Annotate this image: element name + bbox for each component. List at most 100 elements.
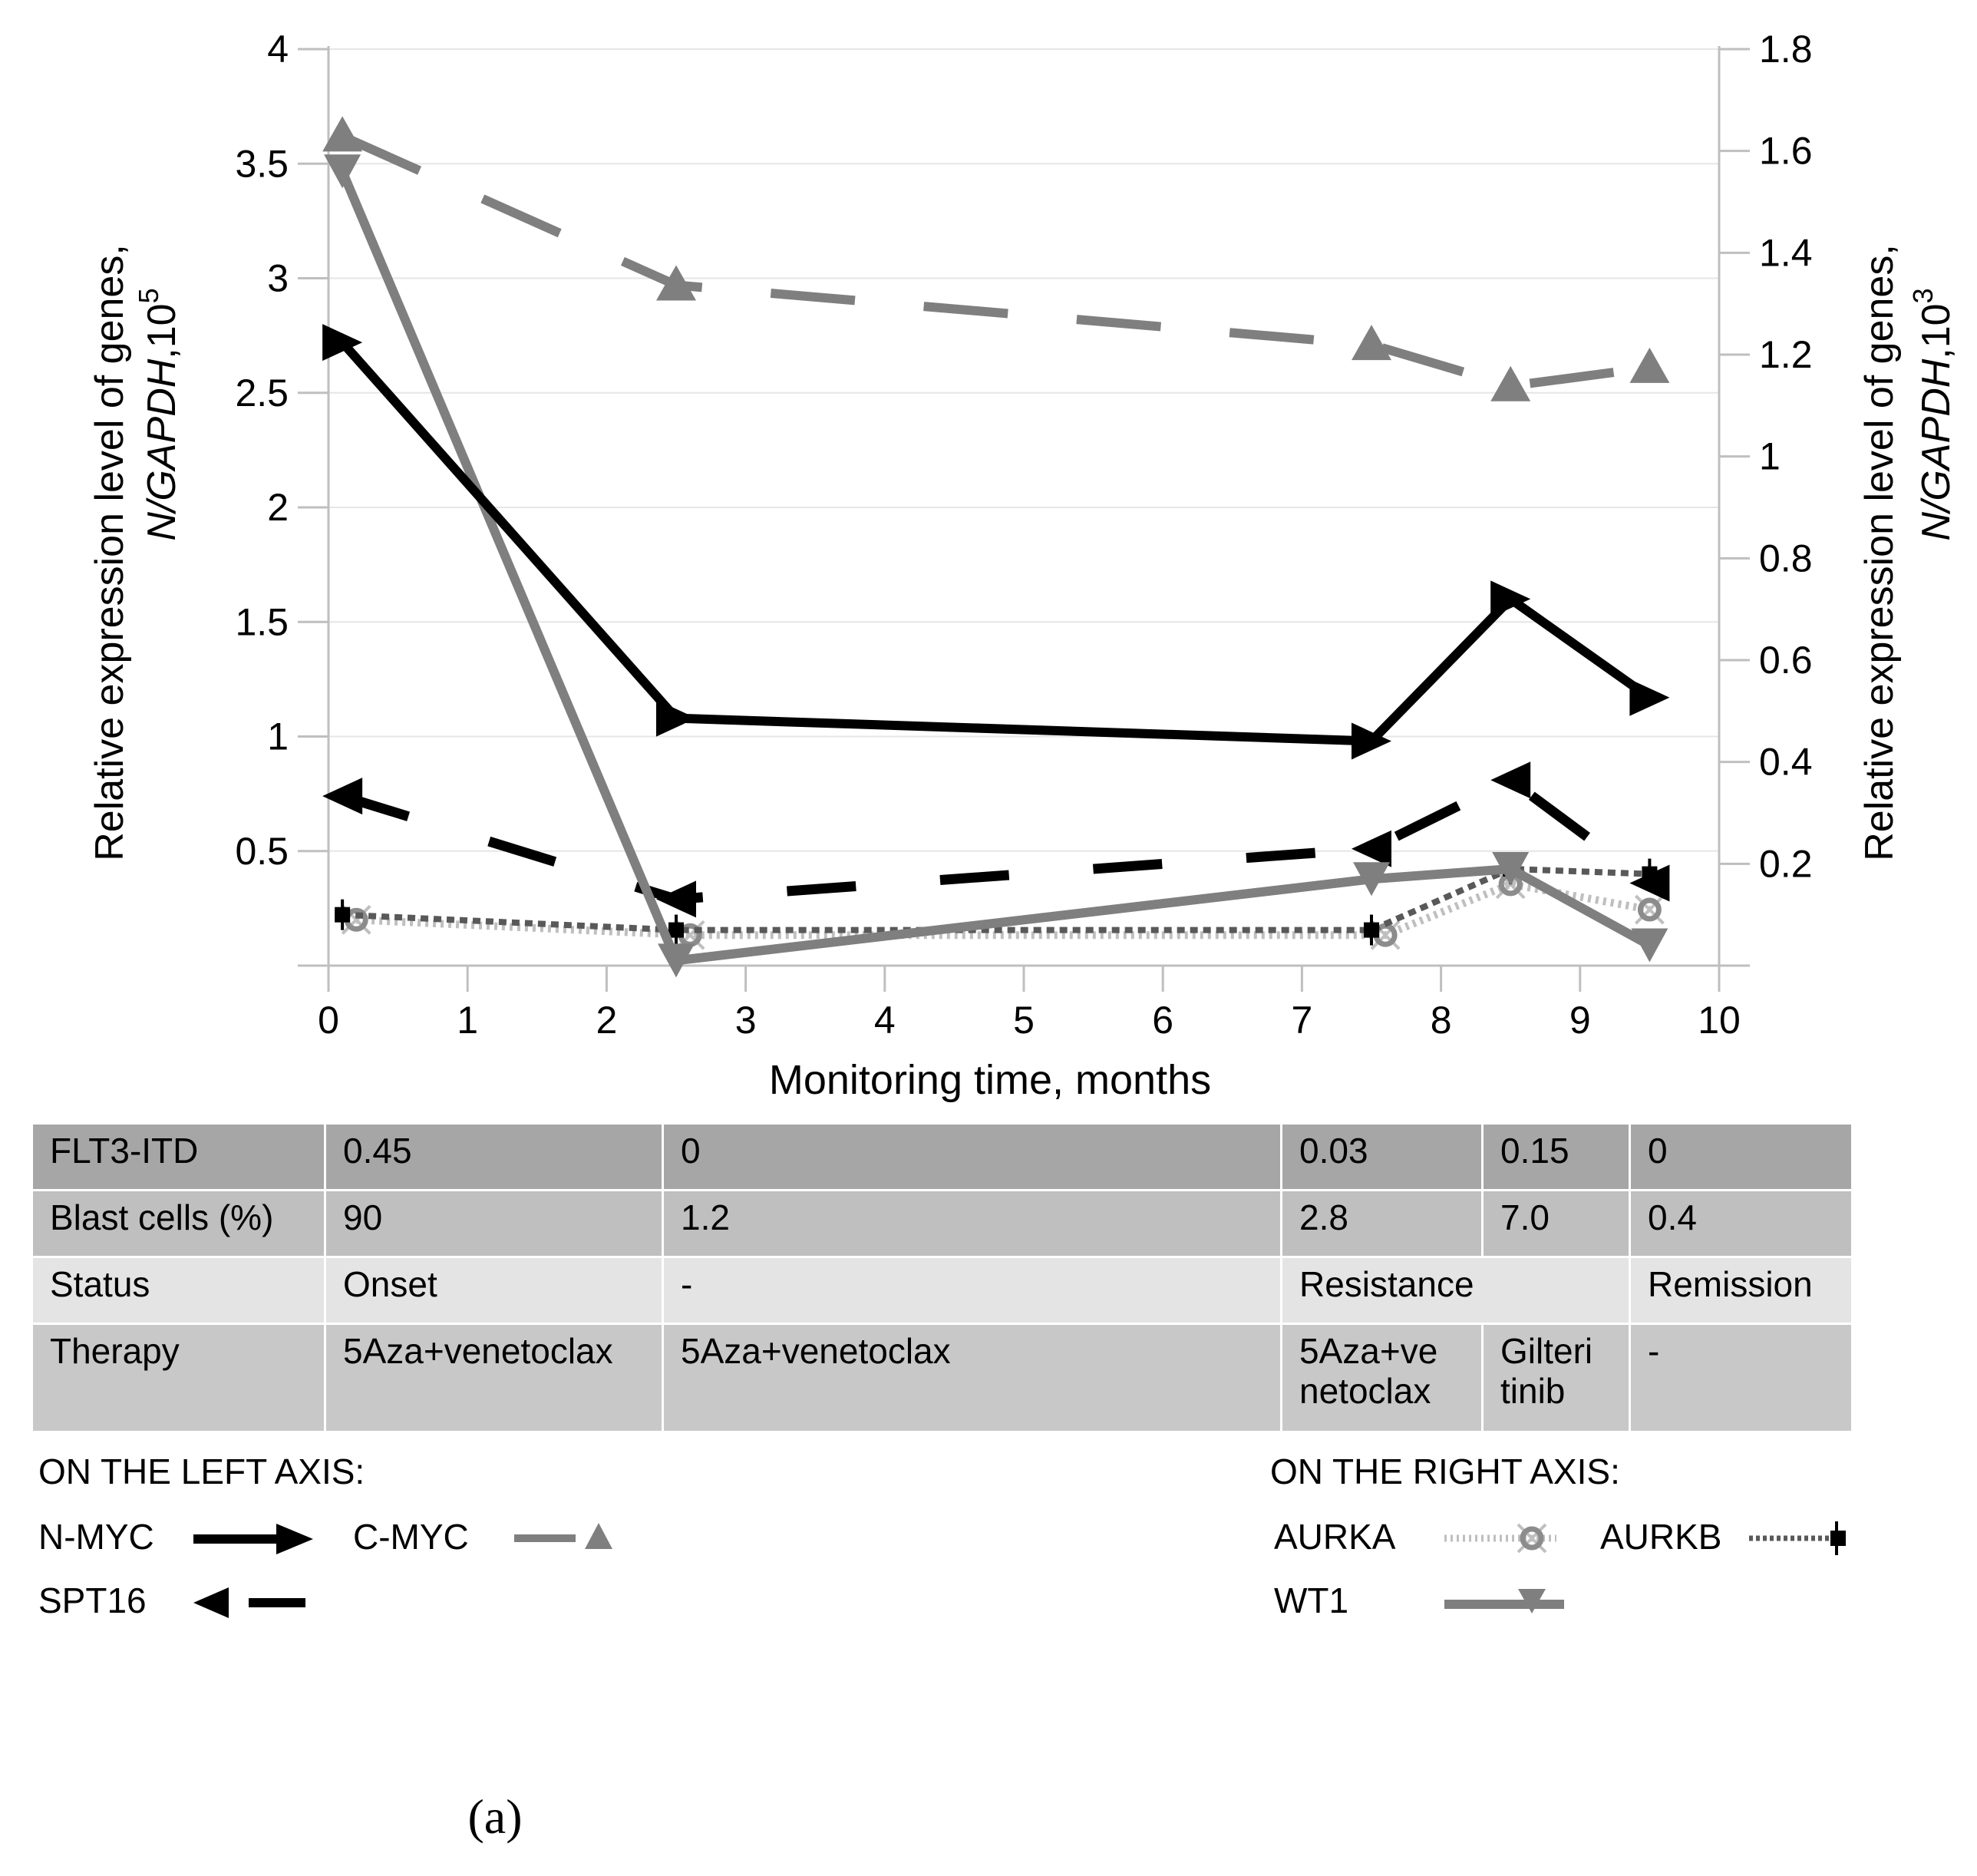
data-point-c-myc — [1352, 325, 1391, 361]
right-tick-label: 1.6 — [1759, 130, 1813, 173]
legend-symbol-c-myc — [514, 1523, 612, 1549]
x-tick-label: 10 — [1698, 999, 1741, 1042]
x-tick-label: 9 — [1569, 999, 1591, 1042]
clinical-data-table: FLT3-ITD 0.45 0 0.03 0.15 0 Blast cells … — [31, 1122, 1853, 1433]
table-cell: Onset — [324, 1256, 664, 1325]
legend-label-wt1: WT1 — [1274, 1580, 1349, 1620]
x-tick-label: 5 — [1013, 999, 1035, 1042]
table-cell: 2.8 — [1280, 1189, 1484, 1258]
series-c-myc — [322, 116, 1670, 401]
legend-symbol-aurka — [1444, 1523, 1556, 1554]
legend-left-heading: ON THE LEFT AXIS: — [38, 1452, 365, 1491]
left-tick-label: 3 — [267, 257, 289, 300]
left-tick-label: 3.5 — [235, 142, 289, 185]
data-point-cross-aurka — [341, 904, 371, 935]
x-tick-label: 6 — [1152, 999, 1173, 1042]
right-tick-label: 1.8 — [1759, 28, 1813, 71]
table-cell: 0.15 — [1481, 1122, 1631, 1191]
table-row-blast: Blast cells (%) 90 1.2 2.8 7.0 0.4 — [31, 1189, 1853, 1258]
table-cell: - — [1629, 1323, 1853, 1433]
right-tick-label: 0.6 — [1759, 639, 1813, 682]
legend-symbol-n-myc — [193, 1524, 313, 1554]
x-tick-label: 2 — [596, 999, 617, 1042]
svg-text:N/GAPDH,103: N/GAPDH,103 — [1907, 288, 1959, 540]
data-point-spt16 — [1352, 830, 1391, 867]
left-tick-label: 1.5 — [235, 600, 289, 643]
data-point-aurkb — [335, 907, 351, 923]
x-tick-label: 1 — [457, 999, 478, 1042]
data-point-wt1 — [658, 943, 695, 978]
expression-chart: 0.5 1 1.5 2 2.5 3 3.5 4 0.2 0.4 0.6 0.8 1 1.2 1.4 1.6 1… — [87, 28, 1959, 1103]
data-point-n-myc — [656, 699, 696, 737]
table-cell: 90 — [324, 1189, 664, 1258]
left-tick-labels: 0.5 1 1.5 2 2.5 3 3.5 4 — [235, 28, 289, 873]
left-axis-label-line1: Relative expression level of genes, — [87, 244, 132, 861]
right-axis-label-italic: N/GAPDH — [1914, 358, 1959, 540]
series-line-n-myc — [338, 339, 1652, 746]
data-point-n-myc — [322, 324, 363, 362]
data-point-n-myc — [1629, 679, 1670, 716]
right-axis-label: Relative expression level of genes, N/GA… — [1857, 244, 1959, 861]
table-cell: 0.03 — [1280, 1122, 1484, 1191]
legend-right-heading: ON THE RIGHT AXIS: — [1270, 1452, 1620, 1491]
x-tick-label: 3 — [735, 999, 757, 1042]
data-point-c-myc — [322, 116, 363, 152]
table-cell: 0 — [662, 1122, 1282, 1191]
x-axis-label: Monitoring time, months — [769, 1057, 1211, 1103]
x-tick-label: 8 — [1431, 999, 1452, 1042]
table-cell: 7.0 — [1481, 1189, 1631, 1258]
legend-label-aurka: AURKA — [1274, 1517, 1396, 1557]
table-cell: 5Aza+venetoclax — [324, 1323, 664, 1433]
right-tick-label: 0.4 — [1759, 741, 1813, 784]
legend-label-aurkb: AURKB — [1600, 1517, 1722, 1557]
data-point-wt1 — [1492, 851, 1530, 886]
gridlines — [298, 48, 1750, 992]
left-tick-label: 0.5 — [235, 830, 289, 873]
right-tick-label: 1.2 — [1759, 333, 1813, 376]
data-point-n-myc — [1490, 580, 1531, 618]
right-tick-label: 0.2 — [1759, 842, 1813, 885]
data-point-spt16 — [656, 880, 696, 918]
data-point-spt16 — [1629, 864, 1670, 902]
svg-text:Relative expression level of g: Relative expression level of genes, — [87, 244, 132, 861]
series-line-c-myc — [340, 131, 1651, 391]
right-tick-label: 1.4 — [1759, 231, 1813, 274]
table-cell: 0.45 — [324, 1122, 664, 1191]
legend: ON THE LEFT AXIS: ON THE RIGHT AXIS: N-M… — [0, 1443, 1977, 1643]
left-tick-label: 2.5 — [235, 372, 289, 415]
table-row-flt3: FLT3-ITD 0.45 0 0.03 0.15 0 — [31, 1122, 1853, 1191]
table-cell: Resistance — [1280, 1256, 1631, 1325]
data-point-c-myc — [1490, 365, 1531, 401]
series-line-spt16 — [341, 774, 1653, 905]
right-tick-label: 1 — [1759, 435, 1781, 478]
legend-label-spt16: SPT16 — [38, 1580, 147, 1620]
data-point-wt1 — [324, 154, 361, 189]
left-axis-label: Relative expression level of genes, N/GA… — [87, 244, 184, 861]
right-axis-label-unit: ,10 — [1914, 303, 1959, 358]
table-cell: 5Aza+venetoclax — [662, 1323, 1282, 1433]
svg-text:N/GAPDH,105: N/GAPDH,105 — [133, 288, 184, 540]
table-cell: Remission — [1629, 1256, 1853, 1325]
legend-label-c-myc: C-MYC — [353, 1517, 469, 1557]
table-cell: - — [662, 1256, 1282, 1325]
table-cell: 0.4 — [1629, 1189, 1853, 1258]
svg-text:Relative expression level of g: Relative expression level of genes, — [1857, 244, 1902, 861]
series-aurka — [341, 869, 1665, 950]
table-cell: 5Aza+ve netoclax — [1280, 1323, 1484, 1433]
data-point-cross-aurka — [1634, 894, 1665, 925]
legend-symbol-aurkb — [1749, 1521, 1846, 1555]
series-spt16 — [322, 761, 1670, 918]
left-axis-label-exp: 5 — [133, 288, 164, 303]
data-point-n-myc — [1352, 722, 1391, 760]
table-cell: Gilteri tinib — [1481, 1323, 1631, 1433]
data-point-spt16 — [1490, 761, 1531, 799]
data-point-c-myc — [1629, 347, 1670, 383]
right-tick-label: 0.8 — [1759, 537, 1813, 580]
data-point-aurka — [1637, 897, 1662, 922]
x-tick-label: 0 — [318, 999, 339, 1042]
data-point-aurkb — [1364, 922, 1379, 938]
table-row-status: Status Onset - Resistance Remission — [31, 1256, 1853, 1325]
data-point-wt1 — [1353, 862, 1390, 897]
left-tick-label: 4 — [267, 28, 289, 71]
data-point-cross-aurka — [1370, 920, 1401, 950]
